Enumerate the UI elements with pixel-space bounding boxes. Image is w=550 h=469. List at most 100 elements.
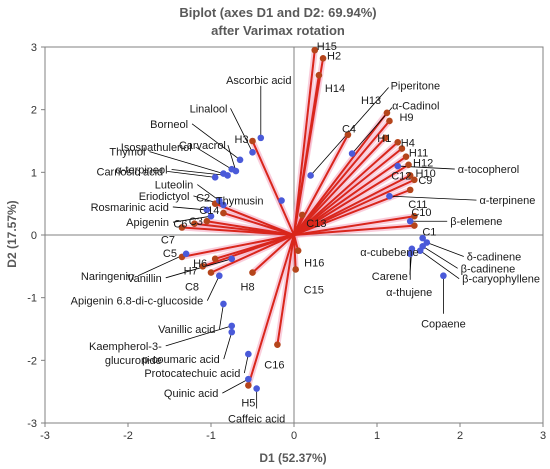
y-tick-label: 2 (31, 105, 37, 117)
vector-c8 (210, 234, 295, 274)
label-p-coumaric-acid: p-coumaric acid (142, 354, 220, 366)
leader-caryophyllene (419, 250, 460, 279)
label-protocatechuic-acid: Protocatechuic acid (144, 368, 240, 380)
point-h4 (394, 138, 402, 146)
label-piperitone: Piperitone (391, 80, 441, 92)
leader-vanillic-acid (219, 303, 224, 329)
label-c15: C15 (304, 284, 324, 296)
leader-cadinene (422, 245, 458, 269)
label-cubebene: α-cubebene (360, 247, 418, 259)
point-h15 (311, 46, 319, 54)
point-h2 (319, 54, 327, 62)
point-vanillin (228, 255, 236, 263)
label-naringenin: Naringenin (81, 271, 134, 283)
label-c7: C7 (161, 234, 175, 246)
leader-carvacrol (227, 144, 237, 172)
label-isospathulenol: Isospathulenol (121, 142, 192, 154)
label-c3: C3 (189, 216, 203, 228)
vector-h7 (202, 234, 295, 268)
label-h5: H5 (241, 397, 255, 409)
label-elemene: β-elemene (450, 216, 502, 228)
point-h3 (249, 137, 256, 145)
vector-c7 (181, 226, 295, 236)
point-apigenin (207, 212, 215, 220)
vector-h3 (251, 140, 295, 236)
point-h10 (405, 161, 412, 169)
label-c14: C14 (199, 205, 219, 217)
vector-h5 (247, 234, 295, 386)
point-c6 (191, 220, 198, 228)
point-h16 (294, 247, 302, 254)
leader-rosmarinic-acid (172, 206, 207, 211)
label-copaene: Copaene (421, 319, 466, 331)
vector-h9 (293, 120, 391, 236)
x-tick-label: 3 (540, 430, 546, 442)
point-c14 (220, 209, 227, 217)
vector-c13 (293, 214, 304, 236)
label-quinic-acid: Quinic acid (164, 388, 218, 400)
label-h16: H16 (304, 258, 324, 270)
point-carvacrol (232, 167, 240, 175)
leader-p-coumaric-acid (223, 332, 233, 360)
leader-linalool (230, 108, 253, 153)
label-borneol: Borneol (150, 119, 188, 131)
label-vanillin: Vanillin (127, 273, 162, 285)
vector-c16 (276, 234, 295, 345)
vector-c9 (293, 178, 415, 236)
label-linalool: Linalool (190, 103, 228, 115)
point-c4 (344, 131, 352, 139)
label-h1: H1 (377, 133, 391, 145)
vector-h11 (293, 147, 403, 236)
label-kaempherol-3-glucuronide: Kaempherol-3-glucuronide (89, 341, 162, 367)
x-axis-title: D1 (52.37%) (259, 451, 326, 465)
vector-c15 (293, 234, 297, 270)
point-naringenin (182, 250, 190, 258)
chart-title: Biplot (axes D1 and D2: 69.94%) (179, 5, 376, 20)
label-eriodictyol: Eriodictyol (139, 191, 190, 203)
point-h5 (245, 382, 252, 389)
point-elemene (406, 217, 414, 225)
y-tick-label: 3 (31, 42, 37, 54)
label-h8: H8 (241, 282, 255, 294)
vector-h8 (251, 234, 295, 274)
points (178, 46, 447, 392)
leader-terpinene (389, 195, 477, 201)
label-terpinene: α-terpinene (479, 195, 535, 207)
point-h14 (315, 71, 323, 79)
leader-thymol (149, 151, 224, 174)
label-caryophyllene: β-caryophyllene (462, 274, 540, 286)
vector-c5 (181, 234, 295, 258)
vector-c14 (223, 212, 295, 236)
vector-c10 (293, 215, 415, 236)
point-cadinol (348, 150, 356, 157)
label-ascorbic-acid: Ascorbic acid (226, 75, 291, 87)
label-h10: H10 (416, 168, 436, 180)
x-tick-label: 2 (457, 430, 463, 442)
label-c4: C4 (342, 124, 356, 136)
label-caffeic-acid: Caffeic acid (228, 414, 285, 426)
label-h14: H14 (325, 83, 345, 95)
point-linalool (249, 148, 256, 156)
point-c12 (406, 172, 414, 179)
point-c7 (178, 224, 186, 231)
point-piperitone (307, 172, 314, 179)
point-c11 (406, 186, 414, 194)
leader-quinic-acid (222, 378, 249, 394)
label-c8: C8 (185, 282, 199, 294)
label-h3: H3 (235, 134, 249, 146)
point-h1 (382, 134, 389, 142)
y-tick-label: -3 (27, 418, 37, 430)
y-tick-label: 0 (31, 230, 37, 242)
leader-vanillin (165, 258, 232, 279)
label-luteolin: Luteolin (155, 180, 194, 192)
point-terpineol (224, 172, 231, 179)
label-c12: C12 (391, 170, 411, 182)
label-thujene: α-thujene (386, 287, 432, 299)
vector-h4 (293, 141, 399, 236)
label-c1: C1 (422, 227, 436, 239)
chart-subtitle: after Varimax rotation (211, 23, 345, 38)
leader-naringenin (137, 253, 187, 277)
label-c2: C2 (196, 193, 210, 205)
leader-carnosic-acid (167, 170, 216, 178)
